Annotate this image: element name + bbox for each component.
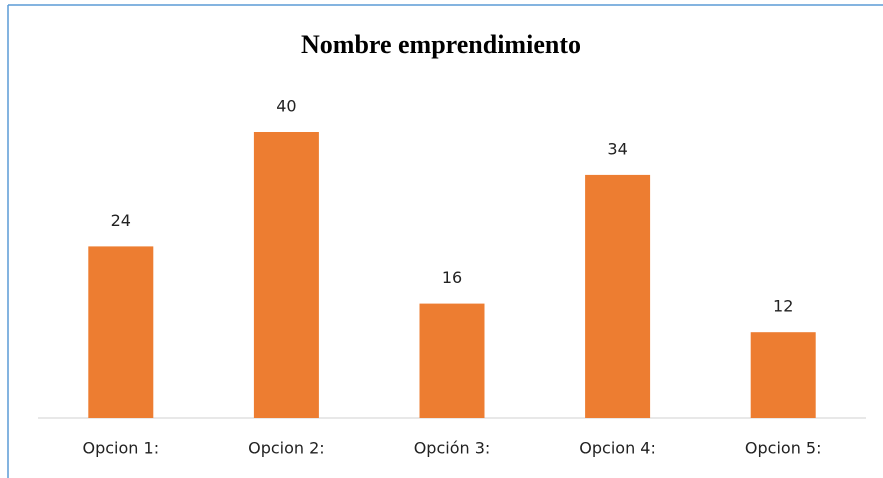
- x-tick-label: Opción 3:: [414, 439, 491, 458]
- x-tick-label: Opcion 1:: [83, 439, 160, 458]
- data-label: 40: [276, 97, 296, 116]
- chart-title: Nombre emprendimiento: [301, 30, 581, 59]
- x-tick-label: Opcion 5:: [745, 439, 822, 458]
- x-tick-label: Opcion 2:: [248, 439, 325, 458]
- x-tick-label: Opcion 4:: [579, 439, 656, 458]
- bar: [750, 332, 816, 418]
- data-label: 12: [773, 297, 793, 316]
- bar: [419, 303, 485, 418]
- data-label: 24: [111, 211, 131, 230]
- bar: [88, 246, 154, 418]
- data-label: 34: [607, 139, 627, 158]
- bar: [253, 132, 319, 418]
- data-label: 16: [442, 268, 462, 287]
- bar: [585, 174, 651, 418]
